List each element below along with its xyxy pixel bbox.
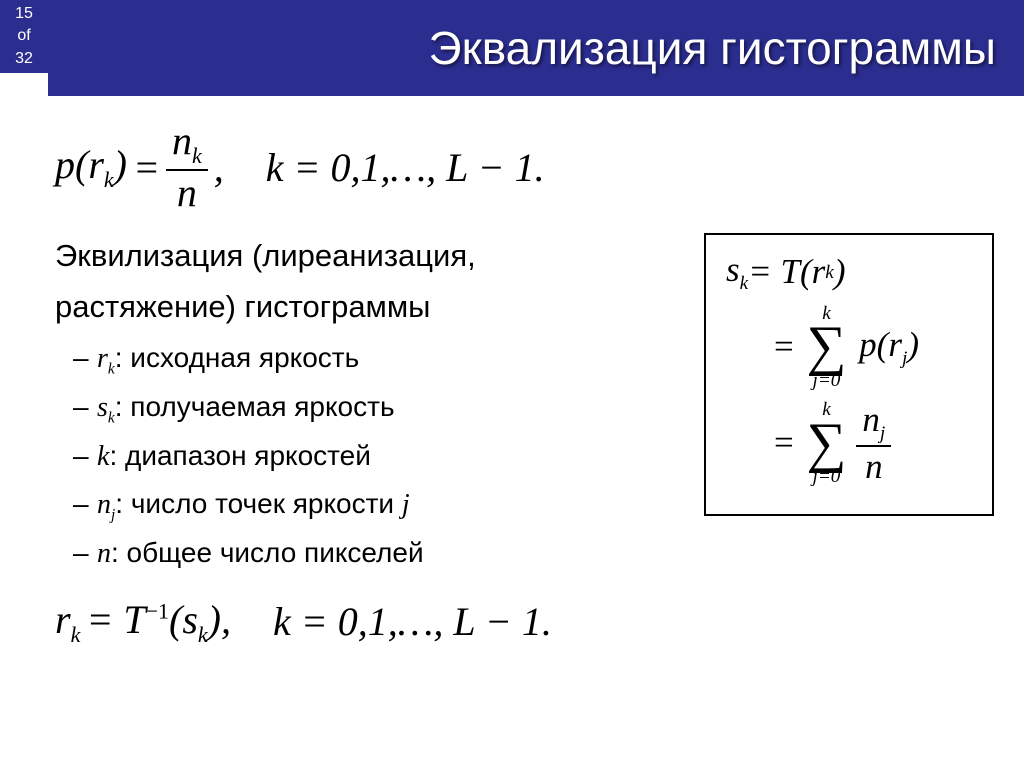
list-item: rk: исходная яркость [97, 334, 684, 383]
intro-line2: растяжение) гистограммы [55, 284, 684, 331]
title-bar: Эквализация гистограммы [48, 0, 1024, 96]
list-item: sk: получаемая яркость [97, 383, 684, 432]
slide-content: p(rk) = nk n , k = 0,1,…, L − 1. Эквилиз… [0, 96, 1024, 767]
fraction-nk-n: nk n [166, 121, 208, 213]
mid-row: Эквилизация (лиреанизация, растяжение) г… [55, 233, 994, 578]
slide-title: Эквализация гистограммы [429, 21, 997, 75]
list-item: k: диапазон яркостей [97, 432, 684, 481]
page-of-label: of [0, 25, 48, 47]
list-item: nj: число точек яркости j [97, 480, 684, 529]
fraction-nj-n: nj n [856, 402, 891, 484]
sigma-icon: k ∑ j=0 [807, 400, 847, 486]
formula-sum-nj-n: = k ∑ j=0 nj n [726, 400, 968, 486]
formula-transform-box: sk = T(rk) = k ∑ j=0 p(rj) = k ∑ j=0 [704, 233, 994, 516]
definition-block: Эквилизация (лиреанизация, растяжение) г… [55, 233, 684, 578]
formula-probability: p(rk) = nk n , k = 0,1,…, L − 1. [55, 121, 994, 213]
page-counter: 15 of 32 [0, 0, 48, 73]
formula-sk-trk: sk = T(rk) [726, 251, 968, 294]
slide-header: 15 of 32 Эквализация гистограммы [0, 0, 1024, 96]
list-item: n: общее число пикселей [97, 529, 684, 578]
page-current: 15 [0, 3, 48, 25]
sigma-icon: k ∑ j=0 [807, 304, 847, 390]
page-total: 32 [0, 48, 48, 70]
symbol-list: rk: исходная яркость sk: получаемая ярко… [55, 334, 684, 578]
intro-line1: Эквилизация (лиреанизация, [55, 233, 684, 280]
formula-sum-prj: = k ∑ j=0 p(rj) [726, 304, 968, 390]
formula-inverse: rk = T−1(sk), k = 0,1,…, L − 1. [55, 596, 994, 648]
